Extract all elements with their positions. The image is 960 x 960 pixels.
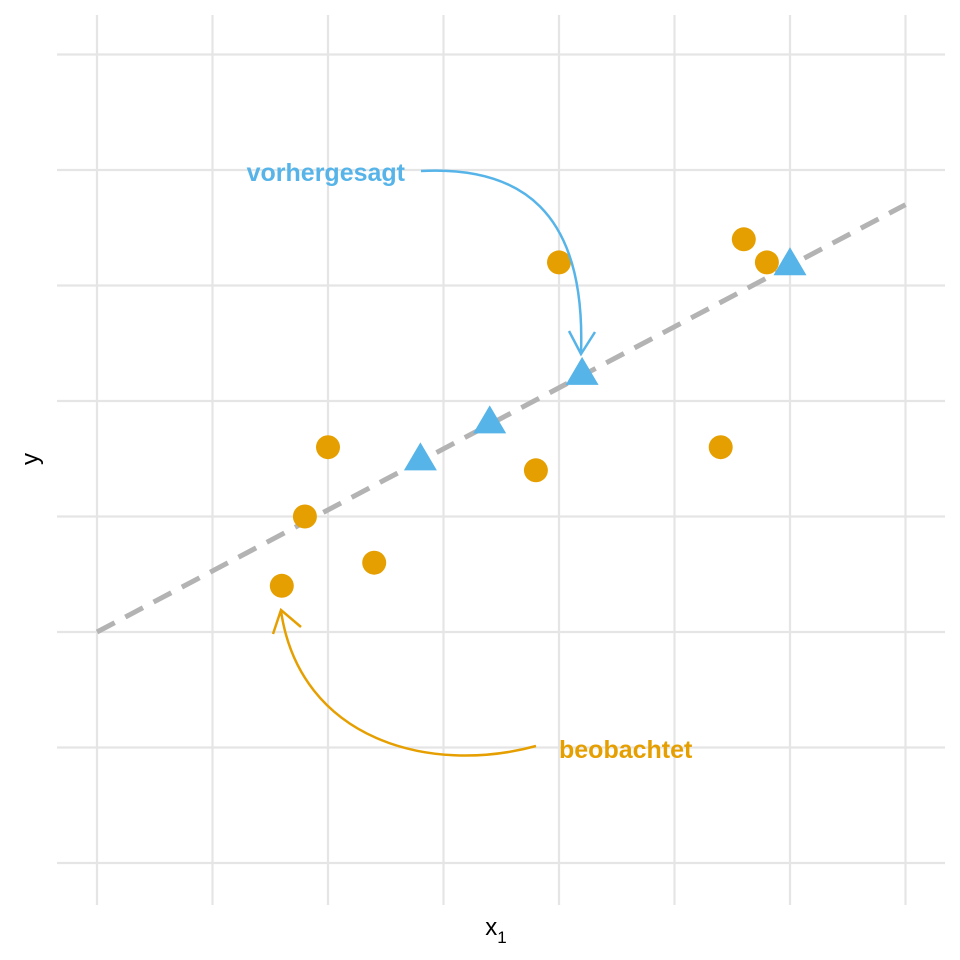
regression-line-group <box>95 202 907 635</box>
observed-annotation: beobachtet <box>559 736 693 764</box>
predicted-point <box>773 247 807 276</box>
observed-point <box>523 458 548 483</box>
predicted-arrow-head <box>567 330 597 357</box>
observed-point <box>708 435 733 460</box>
x-axis-title-subscript: 1 <box>497 928 506 947</box>
observed-arrow <box>279 610 537 757</box>
observed-point <box>731 227 756 252</box>
predicted-annotation: vorhergesagt <box>247 159 406 187</box>
predicted-point <box>403 442 437 471</box>
x-axis-title: x1 <box>485 914 506 947</box>
observed-point <box>269 573 294 598</box>
observed-point <box>316 435 340 460</box>
predicted-point <box>473 405 507 434</box>
annotation-arrows <box>271 169 597 757</box>
grid-lines <box>57 15 945 905</box>
y-axis-title: y <box>17 453 44 465</box>
predicted-point <box>565 356 599 385</box>
data-marks <box>269 227 807 598</box>
observed-point <box>292 504 317 529</box>
observed-point <box>754 250 779 275</box>
predicted-arrow <box>420 169 583 354</box>
observed-arrow-head <box>271 607 302 635</box>
observed-point <box>362 550 387 575</box>
regression-line <box>95 202 907 635</box>
observed-point <box>547 250 571 275</box>
x-axis-title-main: x <box>485 914 497 941</box>
